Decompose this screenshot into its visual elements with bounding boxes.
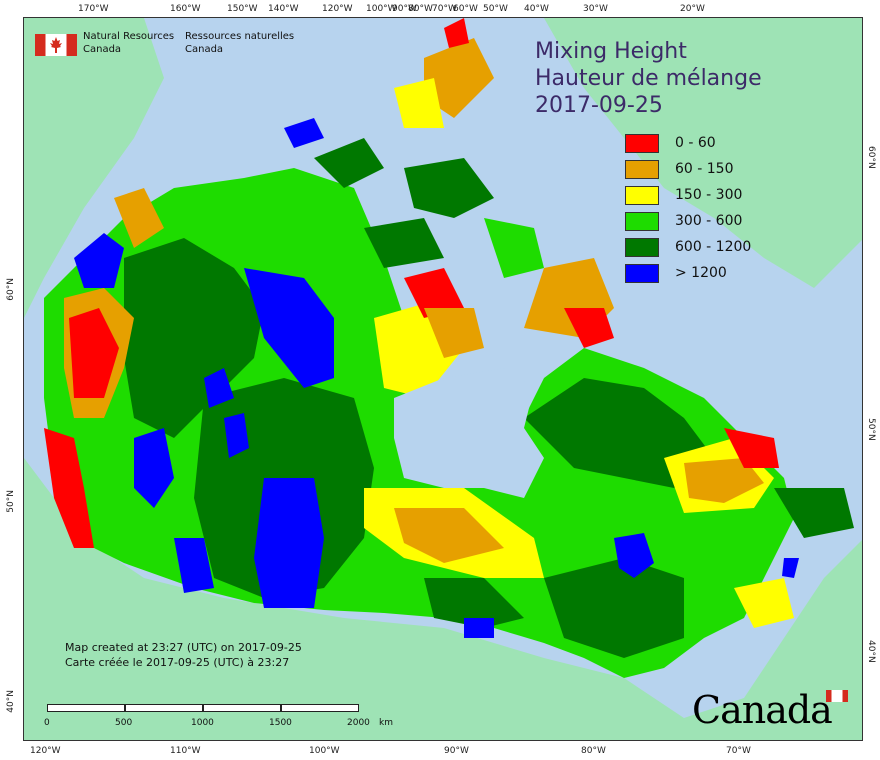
- scale-label-0: 0: [44, 718, 50, 728]
- wordmark-flag-icon: [826, 690, 848, 702]
- title-date: 2017-09-25: [535, 93, 663, 118]
- tick-left-2: 50°N: [6, 490, 16, 513]
- tick-top-9: 70°W: [432, 4, 457, 14]
- logo-fr-line2: Canada: [185, 44, 224, 55]
- legend-label: > 1200: [675, 265, 727, 281]
- non-canada-land: [24, 18, 862, 740]
- scale-label-2000: 2000: [347, 718, 370, 728]
- scale-segment: [281, 704, 359, 712]
- tick-top-5: 120°W: [322, 4, 353, 14]
- logo-en-line1: Natural Resources: [83, 31, 175, 42]
- tick-bottom-2: 110°W: [170, 746, 201, 756]
- tick-top-10: 60°W: [453, 4, 478, 14]
- logo-en-line2: Canada: [83, 44, 122, 55]
- tick-right-1: 60°N: [866, 146, 876, 169]
- tick-top-7: 90°W: [392, 4, 417, 14]
- scale-unit: km: [379, 718, 393, 728]
- legend-label: 300 - 600: [675, 213, 743, 229]
- legend-label: 60 - 150: [675, 161, 734, 177]
- tick-top-11: 50°W: [483, 4, 508, 14]
- canada-wordmark: Canada: [692, 688, 833, 732]
- tick-bottom-1: 120°W: [30, 746, 61, 756]
- tick-top-8: 80°W: [408, 4, 433, 14]
- title-fr: Hauteur de mélange: [535, 66, 762, 91]
- maple-leaf-icon: [50, 37, 62, 53]
- legend-swatch-orange: [625, 160, 659, 179]
- tick-right-2: 50°N: [866, 418, 876, 441]
- title-en: Mixing Height: [535, 39, 687, 64]
- tick-top-12: 40°W: [524, 4, 549, 14]
- legend-swatch-yellow: [625, 186, 659, 205]
- map-note: Map created at 23:27 (UTC) on 2017-09-25…: [65, 640, 302, 670]
- note-en: Map created at 23:27 (UTC) on 2017-09-25: [65, 641, 302, 654]
- tick-top-14: 20°W: [680, 4, 705, 14]
- legend-swatch-blue: [625, 264, 659, 283]
- tick-top-13: 30°W: [583, 4, 608, 14]
- scale-segment: [47, 704, 125, 712]
- legend-swatch-red: [625, 134, 659, 153]
- scale-label-1500: 1500: [269, 718, 292, 728]
- tick-bottom-5: 80°W: [581, 746, 606, 756]
- blue-regions: [74, 118, 799, 638]
- map-canvas: [23, 17, 863, 741]
- tick-left-3: 40°N: [6, 690, 16, 713]
- tick-right-3: 40°N: [866, 640, 876, 663]
- tick-top-4: 140°W: [268, 4, 299, 14]
- legend-label: 0 - 60: [675, 135, 716, 151]
- legend-swatch-dark-green: [625, 238, 659, 257]
- scale-segment: [203, 704, 281, 712]
- tick-bottom-6: 70°W: [726, 746, 751, 756]
- map-svg: [24, 18, 862, 740]
- scale-label-1000: 1000: [191, 718, 214, 728]
- tick-bottom-3: 100°W: [309, 746, 340, 756]
- canada-flag-icon: [35, 34, 77, 56]
- tick-top-3: 150°W: [227, 4, 258, 14]
- scale-label-500: 500: [115, 718, 133, 728]
- note-fr: Carte créée le 2017-09-25 (UTC) à 23:27: [65, 656, 290, 669]
- legend-swatch-light-green: [625, 212, 659, 231]
- tick-top-1: 170°W: [78, 4, 109, 14]
- tick-top-2: 160°W: [170, 4, 201, 14]
- logo-fr-line1: Ressources naturelles: [185, 31, 295, 42]
- legend-label: 600 - 1200: [675, 239, 752, 255]
- legend-label: 150 - 300: [675, 187, 743, 203]
- map-title: Mixing Height Hauteur de mélange 2017-09…: [535, 38, 762, 119]
- tick-bottom-4: 90°W: [444, 746, 469, 756]
- tick-top-6: 100°W: [366, 4, 397, 14]
- hudson-bay: [394, 368, 544, 498]
- scale-segment: [125, 704, 203, 712]
- tick-left-1: 60°N: [6, 278, 16, 301]
